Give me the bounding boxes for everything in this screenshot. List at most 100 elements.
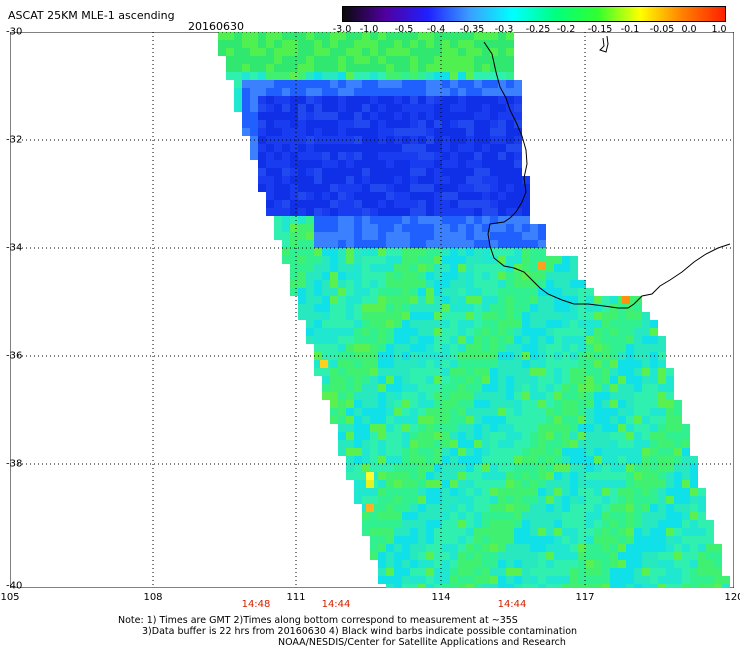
swath-cell	[538, 424, 546, 432]
swath-cell	[602, 400, 610, 408]
swath-cell	[562, 536, 570, 544]
swath-cell	[682, 488, 690, 496]
swath-cell	[562, 568, 570, 576]
swath-cell	[602, 344, 610, 352]
swath-cell	[570, 264, 578, 272]
swath-cell	[546, 528, 554, 536]
swath-cell	[466, 368, 474, 376]
swath-cell	[370, 112, 378, 120]
swath-cell	[522, 312, 530, 320]
swath-cell	[602, 528, 610, 536]
swath-cell	[522, 368, 530, 376]
swath-cell	[482, 416, 490, 424]
swath-cell	[658, 408, 666, 416]
swath-cell	[506, 368, 514, 376]
swath-cell	[314, 112, 322, 120]
swath-cell	[570, 496, 578, 504]
swath-cell	[506, 120, 514, 128]
swath-cell	[586, 384, 594, 392]
swath-cell	[338, 48, 346, 56]
swath-cell	[450, 64, 458, 72]
swath-cell	[482, 584, 490, 588]
swath-cell	[618, 376, 626, 384]
swath-cell	[506, 64, 514, 72]
swath-cell	[658, 448, 666, 456]
swath-cell	[498, 472, 506, 480]
swath-cell	[458, 408, 466, 416]
swath-cell	[626, 312, 634, 320]
swath-cell	[282, 120, 290, 128]
swath-cell	[394, 144, 402, 152]
swath-cell	[322, 152, 330, 160]
swath-cell	[490, 112, 498, 120]
swath-cell	[386, 368, 394, 376]
swath-cell	[330, 280, 338, 288]
swath-cell	[554, 560, 562, 568]
swath-cell	[650, 536, 658, 544]
swath-cell	[498, 272, 506, 280]
swath-cell	[618, 408, 626, 416]
swath-cell	[602, 368, 610, 376]
swath-cell	[418, 320, 426, 328]
swath-cell	[522, 232, 530, 240]
swath-cell	[370, 64, 378, 72]
swath-cell	[386, 232, 394, 240]
swath-cell	[394, 272, 402, 280]
swath-cell	[498, 104, 506, 112]
swath-cell	[482, 568, 490, 576]
swath-cell	[514, 152, 522, 160]
coastline	[483, 41, 731, 309]
color-scale-label: -1.0	[359, 24, 379, 35]
swath-cell	[722, 576, 730, 584]
swath-cell	[594, 448, 602, 456]
swath-cell	[362, 208, 370, 216]
swath-cell	[602, 360, 610, 368]
swath-cell	[634, 544, 642, 552]
satellite-swath	[218, 32, 730, 588]
swath-cell	[570, 328, 578, 336]
swath-cell	[650, 496, 658, 504]
swath-cell	[274, 144, 282, 152]
swath-cell	[610, 568, 618, 576]
swath-cell	[418, 64, 426, 72]
swath-cell	[546, 536, 554, 544]
swath-cell	[362, 32, 370, 40]
swath-cell	[466, 192, 474, 200]
swath-cell	[514, 520, 522, 528]
swath-cell	[394, 176, 402, 184]
swath-cell	[562, 584, 570, 588]
swath-cell	[394, 72, 402, 80]
swath-cell	[402, 480, 410, 488]
swath-cell	[466, 408, 474, 416]
swath-cell	[658, 344, 666, 352]
swath-cell	[282, 96, 290, 104]
swath-cell	[706, 520, 714, 528]
swath-cell	[338, 168, 346, 176]
swath-cell	[418, 576, 426, 584]
swath-cell	[386, 240, 394, 248]
swath-cell	[554, 584, 562, 588]
swath-cell	[306, 192, 314, 200]
swath-cell	[266, 144, 274, 152]
swath-cell	[610, 552, 618, 560]
swath-cell	[410, 208, 418, 216]
swath-cell	[434, 344, 442, 352]
swath-cell	[594, 520, 602, 528]
swath-cell	[562, 408, 570, 416]
swath-cell	[314, 336, 322, 344]
swath-cell	[490, 48, 498, 56]
swath-cell	[330, 240, 338, 248]
swath-cell	[490, 488, 498, 496]
swath-cell	[674, 584, 682, 588]
swath-cell	[634, 408, 642, 416]
swath-cell	[514, 360, 522, 368]
swath-cell	[346, 200, 354, 208]
swath-cell	[530, 360, 538, 368]
swath-cell	[402, 368, 410, 376]
swath-cell	[490, 520, 498, 528]
swath-cell	[426, 336, 434, 344]
swath-cell	[442, 160, 450, 168]
swath-cell	[426, 496, 434, 504]
swath-cell	[642, 408, 650, 416]
swath-cell	[634, 552, 642, 560]
